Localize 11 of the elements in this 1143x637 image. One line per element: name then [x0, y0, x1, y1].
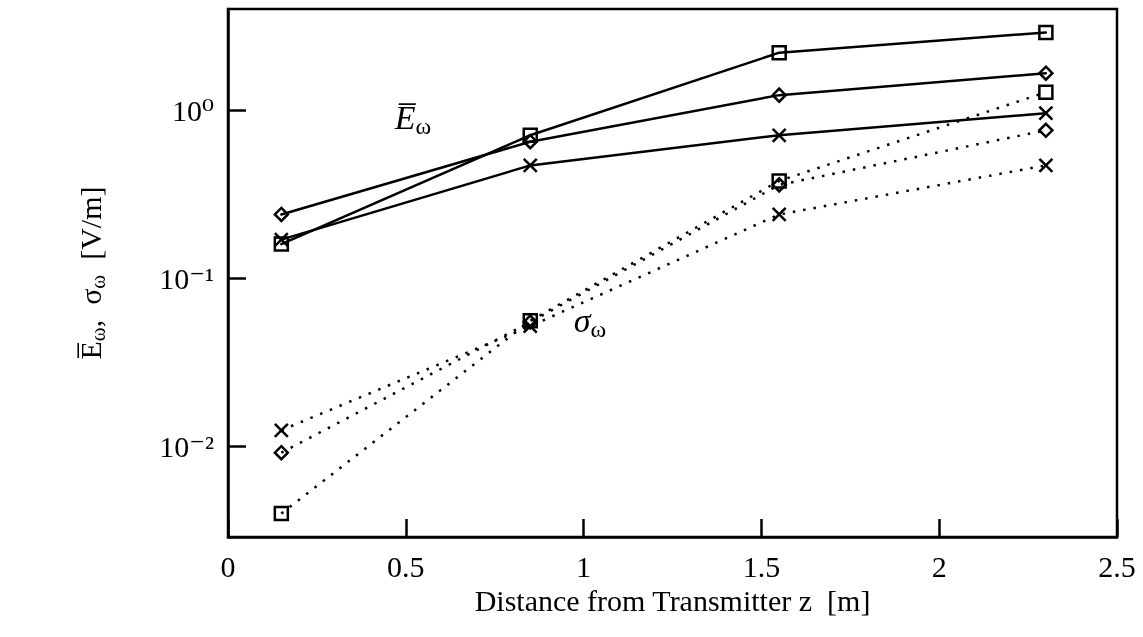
x-tick-label: 0 [220, 549, 236, 583]
y-axis-title: E̅ω, σω [V/m] [73, 186, 110, 360]
x-axis-title: Distance from Transmitter z [m] [474, 584, 871, 618]
y-tick-label: 10⁻² [159, 430, 214, 464]
x-tick-label: 2.5 [1098, 549, 1136, 583]
x-tick-label: 1 [576, 549, 592, 583]
x-tick-label: 1.5 [742, 549, 781, 583]
y-tick-label: 10⁰ [171, 93, 214, 127]
x-tick-label: 0.5 [387, 549, 425, 583]
y-tick-label: 10⁻¹ [159, 261, 214, 295]
x-tick-label: 2 [931, 549, 947, 583]
